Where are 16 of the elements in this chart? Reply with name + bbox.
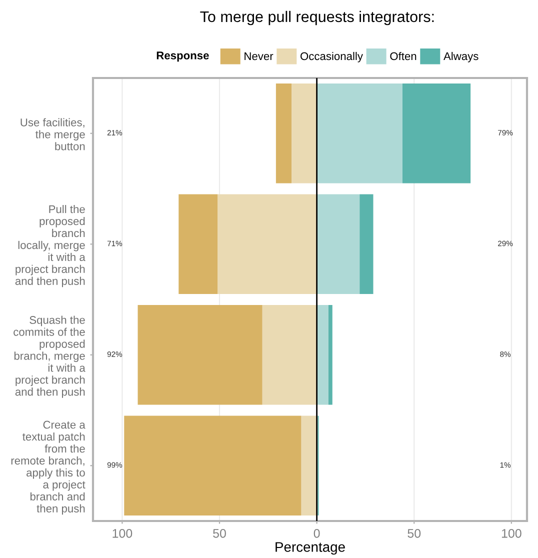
y-tick-label: Use facilities, the merge button — [20, 118, 85, 150]
x-tick-label: 100 — [112, 528, 132, 538]
legend-title: Response — [156, 52, 209, 62]
chart-title: To merge pull requests integrators: — [200, 10, 434, 26]
x-tick-label: 50 — [213, 528, 226, 538]
x-tick-label: 0 — [314, 528, 320, 538]
y-tick-label: Create a textual patch from the remote branch, apply this to a project branch and then push — [11, 420, 86, 515]
x-tick-label: 100 — [502, 528, 522, 538]
legend-label: Occasionally — [300, 52, 363, 62]
y-tick-label: Pull the proposed branch locally, merge it with a project branch and then push — [15, 205, 86, 288]
x-axis-title: Percentage — [276, 542, 345, 555]
legend-label: Often — [390, 52, 416, 60]
x-tick-label: 50 — [408, 528, 421, 538]
legend-label: Always — [444, 52, 478, 62]
y-tick-label: Squash the commits of the proposed branch, merge it with a project branch and then push — [14, 316, 86, 398]
legend-label: Never — [244, 52, 274, 60]
